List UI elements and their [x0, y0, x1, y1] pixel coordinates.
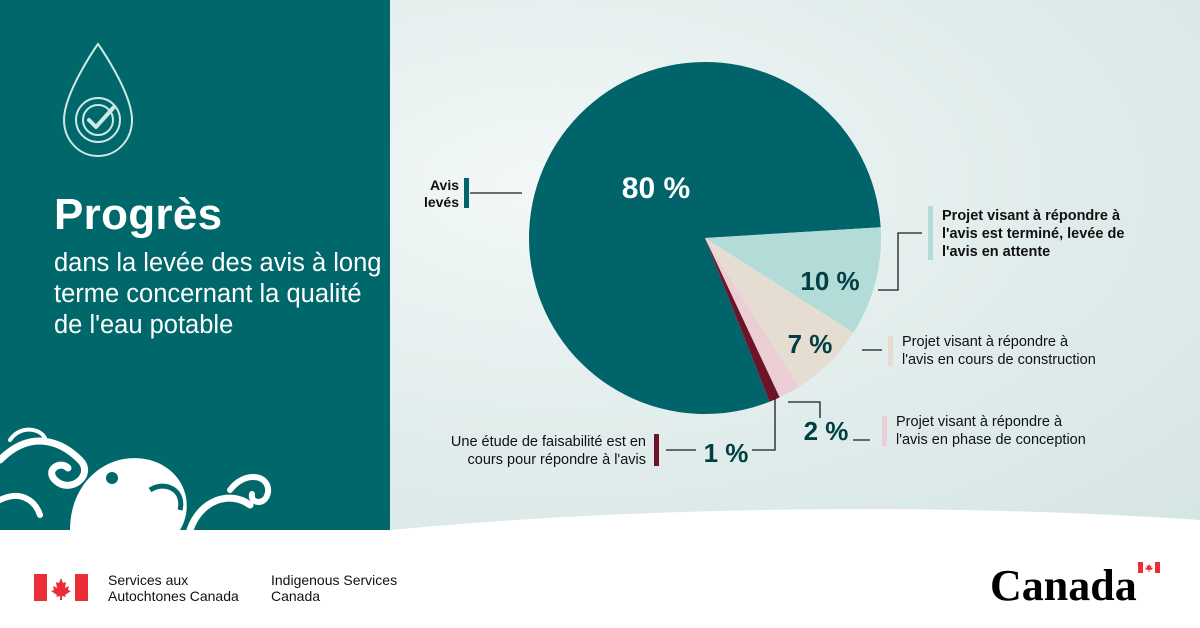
department-name-fr: Services aux Autochtones Canada — [108, 572, 239, 604]
leader-line-conception — [788, 401, 821, 418]
legend-swatch-construction — [888, 336, 893, 366]
indigenous-wave-art-icon — [0, 427, 272, 530]
title-panel: Progrès dans la levée des avis à long te… — [0, 0, 390, 530]
value-label-conception: 2 % — [804, 416, 849, 446]
slice-avis-leves — [529, 62, 881, 414]
legend-swatch-conception — [882, 416, 887, 446]
page-subtitle: dans la levée des avis à long terme conc… — [54, 249, 382, 339]
legend-label-construction: Projet visant à répondre à l'avis en cour… — [902, 334, 1096, 368]
slice-faisabilite — [705, 238, 780, 402]
legend-label-faisabilite: Une étude de faisabilité est en cours pou… — [451, 434, 646, 468]
value-label-construction: 7 % — [788, 329, 833, 359]
footer — [0, 530, 1200, 628]
value-label-avis-leves: 80 % — [622, 172, 690, 205]
legend-label-conception: Projet visant à répondre à l'avis en phas… — [896, 414, 1086, 448]
canada-flag-icon — [34, 574, 88, 601]
value-label-termine: 10 % — [800, 266, 859, 296]
water-drop-check-icon — [62, 42, 134, 158]
page-title: Progrès — [54, 190, 223, 239]
value-label-faisabilite: 1 % — [704, 438, 749, 468]
wordmark-flag-icon — [1138, 562, 1160, 573]
department-name-en: Indigenous Services Canada — [271, 572, 398, 604]
slice-construction — [705, 238, 854, 387]
legend-swatch-avis-leves — [464, 178, 469, 208]
legend-swatch-termine — [928, 206, 933, 260]
slice-termine — [705, 227, 881, 333]
pie-chart: 80 % 10 % 7 % 2 % 1 % Avis levés Projet v… — [424, 62, 1124, 468]
leader-line-termine — [878, 232, 922, 291]
canada-wordmark: Canada — [990, 561, 1137, 610]
leader-line-faisabilite — [752, 398, 776, 451]
legend-label-termine: Projet visant à répondre à l'avis est ter… — [942, 208, 1124, 260]
legend-swatch-faisabilite — [654, 434, 659, 466]
slice-conception — [705, 238, 800, 398]
legend-label-avis-leves: Avis levés — [424, 177, 459, 210]
